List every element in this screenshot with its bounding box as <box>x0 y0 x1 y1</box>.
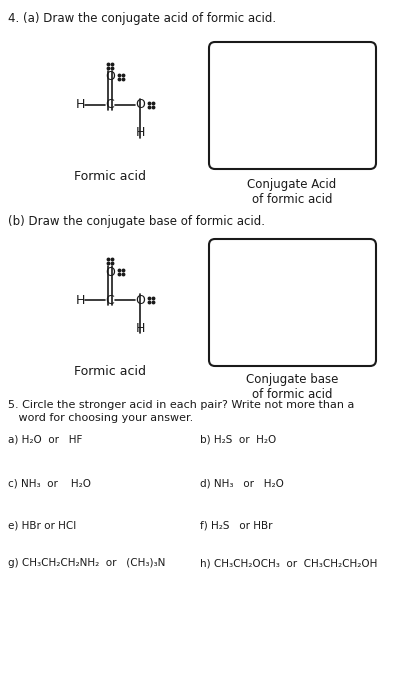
Text: Conjugate base
of formic acid: Conjugate base of formic acid <box>246 373 338 401</box>
Text: Formic acid: Formic acid <box>74 170 146 183</box>
Text: O: O <box>105 265 115 279</box>
Text: O: O <box>135 99 145 111</box>
Text: C: C <box>106 99 114 111</box>
Text: 5. Circle the stronger acid in each pair? Write not more than a: 5. Circle the stronger acid in each pair… <box>8 400 355 410</box>
Text: word for choosing your answer.: word for choosing your answer. <box>8 413 193 423</box>
Text: O: O <box>105 71 115 83</box>
Text: Conjugate Acid
of formic acid: Conjugate Acid of formic acid <box>247 178 337 206</box>
Text: H: H <box>135 127 145 139</box>
Text: h) CH₃CH₂OCH₃  or  CH₃CH₂CH₂OH: h) CH₃CH₂OCH₃ or CH₃CH₂CH₂OH <box>200 558 378 568</box>
Text: f) H₂S   or HBr: f) H₂S or HBr <box>200 520 272 530</box>
Text: e) HBr or HCl: e) HBr or HCl <box>8 520 76 530</box>
Text: C: C <box>106 293 114 307</box>
Text: Formic acid: Formic acid <box>74 365 146 378</box>
Text: (b) Draw the conjugate base of formic acid.: (b) Draw the conjugate base of formic ac… <box>8 215 265 228</box>
Text: H: H <box>75 293 85 307</box>
Text: O: O <box>135 293 145 307</box>
Text: g) CH₃CH₂CH₂NH₂  or   (CH₃)₃N: g) CH₃CH₂CH₂NH₂ or (CH₃)₃N <box>8 558 166 568</box>
Text: H: H <box>75 99 85 111</box>
Text: c) NH₃  or    H₂O: c) NH₃ or H₂O <box>8 478 91 488</box>
Text: a) H₂O  or   HF: a) H₂O or HF <box>8 435 82 445</box>
Text: 4. (a) Draw the conjugate acid of formic acid.: 4. (a) Draw the conjugate acid of formic… <box>8 12 276 25</box>
FancyBboxPatch shape <box>209 42 376 169</box>
Text: b) H₂S  or  H₂O: b) H₂S or H₂O <box>200 435 276 445</box>
Text: H: H <box>135 321 145 335</box>
FancyBboxPatch shape <box>209 239 376 366</box>
Text: d) NH₃   or   H₂O: d) NH₃ or H₂O <box>200 478 284 488</box>
